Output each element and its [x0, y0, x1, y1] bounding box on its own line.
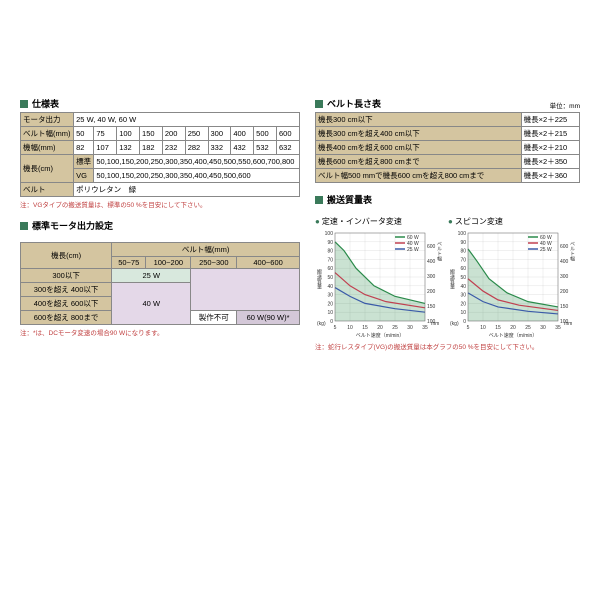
chart-note: 注：蛇行レスタイプ(VG)の搬送質量は本グラフの50 %を目安にして下さい。 [315, 341, 580, 351]
svg-text:ベルト幅: ベルト幅 [569, 241, 575, 262]
svg-text:80: 80 [327, 249, 333, 255]
spec-label: モータ出力 [21, 113, 74, 127]
svg-text:90: 90 [460, 240, 466, 246]
svg-text:50: 50 [460, 275, 466, 281]
svg-text:90: 90 [327, 240, 333, 246]
svg-text:20: 20 [377, 325, 383, 331]
svg-text:20: 20 [510, 325, 516, 331]
svg-text:搬送質量: 搬送質量 [316, 268, 322, 290]
svg-text:30: 30 [460, 293, 466, 299]
svg-text:100: 100 [458, 231, 467, 237]
svg-text:0: 0 [463, 319, 466, 325]
svg-text:10: 10 [327, 310, 333, 316]
svg-text:200: 200 [427, 289, 436, 295]
svg-text:5: 5 [334, 325, 337, 331]
svg-text:25 W: 25 W [540, 247, 552, 253]
svg-text:50: 50 [327, 275, 333, 281]
chart-right: スピコン変速 510152025303501020304050607080901… [448, 216, 573, 339]
svg-text:25: 25 [525, 325, 531, 331]
svg-text:30: 30 [327, 293, 333, 299]
spec-note: 注：VGタイプの搬送質量は、標準の50 %を目安にして下さい。 [20, 199, 300, 209]
svg-text:ベルト幅: ベルト幅 [436, 241, 442, 262]
spec-heading: 仕様表 [20, 95, 300, 112]
svg-text:400: 400 [427, 259, 436, 265]
svg-text:30: 30 [540, 325, 546, 331]
svg-text:10: 10 [347, 325, 353, 331]
svg-text:70: 70 [460, 257, 466, 263]
svg-text:15: 15 [362, 325, 368, 331]
svg-text:(kg): (kg) [450, 321, 459, 327]
svg-text:150: 150 [560, 304, 569, 310]
svg-text:15: 15 [495, 325, 501, 331]
svg-text:60: 60 [327, 266, 333, 272]
svg-text:25: 25 [392, 325, 398, 331]
svg-text:20: 20 [460, 301, 466, 307]
svg-text:600: 600 [427, 244, 436, 250]
svg-text:0: 0 [330, 319, 333, 325]
svg-text:5: 5 [467, 325, 470, 331]
svg-text:ベルト速度（m/min）: ベルト速度（m/min） [356, 332, 405, 339]
motor-heading: 標準モータ出力設定 [20, 217, 300, 234]
svg-text:400: 400 [560, 259, 569, 265]
svg-text:10: 10 [480, 325, 486, 331]
svg-text:20: 20 [327, 301, 333, 307]
svg-text:70: 70 [327, 257, 333, 263]
svg-text:搬送質量: 搬送質量 [449, 268, 455, 290]
motor-note: 注：*は、DCモータ変速の場合90 Wになります。 [20, 327, 300, 337]
svg-text:60: 60 [460, 266, 466, 272]
spec-table: モータ出力25 W, 40 W, 60 W ベルト幅(mm) 507510015… [20, 112, 300, 197]
chart-heading: 搬送質量表 [315, 191, 580, 208]
svg-text:35: 35 [422, 325, 428, 331]
svg-text:(kg): (kg) [317, 321, 326, 327]
svg-text:80: 80 [460, 249, 466, 255]
svg-text:25 W: 25 W [407, 247, 419, 253]
svg-text:ベルト速度（m/min）: ベルト速度（m/min） [489, 332, 538, 339]
svg-text:200: 200 [560, 289, 569, 295]
svg-text:300: 300 [560, 274, 569, 280]
length-unit: 単位：mm [550, 100, 580, 110]
svg-text:40: 40 [460, 284, 466, 290]
length-table: 機長300 cm以下機長×2＋225 機長300 cmを超え400 cm以下機長… [315, 112, 580, 183]
svg-text:600: 600 [560, 244, 569, 250]
svg-text:10: 10 [460, 310, 466, 316]
svg-text:40: 40 [327, 284, 333, 290]
svg-text:300: 300 [427, 274, 436, 280]
svg-text:30: 30 [407, 325, 413, 331]
svg-text:mm: mm [564, 321, 572, 327]
svg-text:35: 35 [555, 325, 561, 331]
svg-text:mm: mm [431, 321, 439, 327]
chart-left: 定速・インバータ変速 51015202530350102030405060708… [315, 216, 440, 339]
motor-table: 機長(cm)ベルト幅(mm) 50~75100~200250~300400~60… [20, 242, 300, 325]
svg-text:150: 150 [427, 304, 436, 310]
length-heading: ベルト長さ表 [315, 95, 381, 112]
svg-text:100: 100 [325, 231, 334, 237]
